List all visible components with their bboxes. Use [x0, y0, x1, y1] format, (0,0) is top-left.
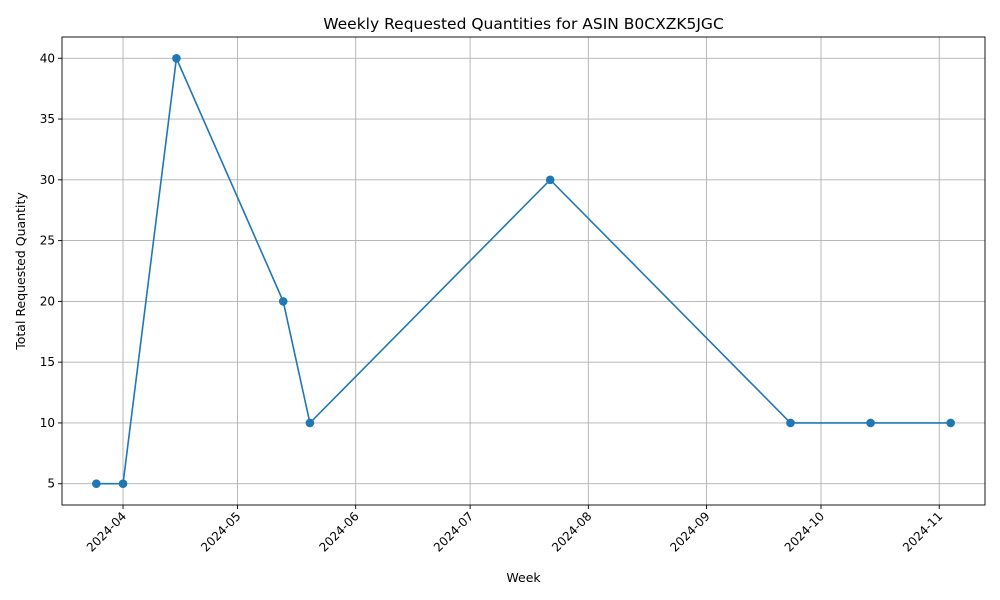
x-tick-label: 2024-07	[431, 509, 476, 554]
x-tick-label: 2024-06	[316, 509, 361, 554]
grid	[62, 37, 985, 505]
y-tick-label: 10	[40, 416, 55, 430]
x-axis-label: Week	[506, 570, 541, 585]
chart-title: Weekly Requested Quantities for ASIN B0C…	[323, 15, 724, 33]
data-point	[786, 418, 795, 428]
x-axis: 2024-04 2024-05 2024-06 2024-07 2024-08 2024-…	[84, 505, 945, 555]
y-tick-label: 35	[40, 112, 55, 126]
y-tick-label: 5	[47, 477, 55, 491]
y-axis: 5 10 15 20 25 30 35 40	[40, 51, 62, 491]
x-tick-label: 2024-04	[84, 509, 129, 554]
series	[92, 53, 955, 489]
y-axis-label: Total Requested Quantity	[13, 192, 28, 351]
x-tick-label: 2024-08	[549, 509, 594, 554]
x-tick-label: 2024-11	[900, 509, 945, 554]
series-line	[96, 55, 951, 485]
x-tick-label: 2024-05	[198, 509, 243, 554]
y-tick-label: 30	[40, 173, 55, 187]
data-point	[946, 418, 955, 428]
data-point	[866, 418, 875, 428]
y-tick-label: 20	[40, 294, 55, 308]
x-tick-label: 2024-09	[667, 509, 712, 554]
data-point	[172, 53, 181, 63]
data-point	[278, 297, 288, 306]
data-point	[92, 479, 101, 489]
data-point	[305, 418, 315, 428]
data-point	[118, 479, 128, 489]
y-tick-label: 25	[40, 234, 55, 248]
data-point	[545, 175, 555, 185]
x-tick-label: 2024-10	[782, 509, 827, 554]
y-tick-label: 40	[40, 51, 55, 65]
plot-frame	[61, 36, 986, 506]
y-tick-label: 15	[40, 355, 55, 369]
